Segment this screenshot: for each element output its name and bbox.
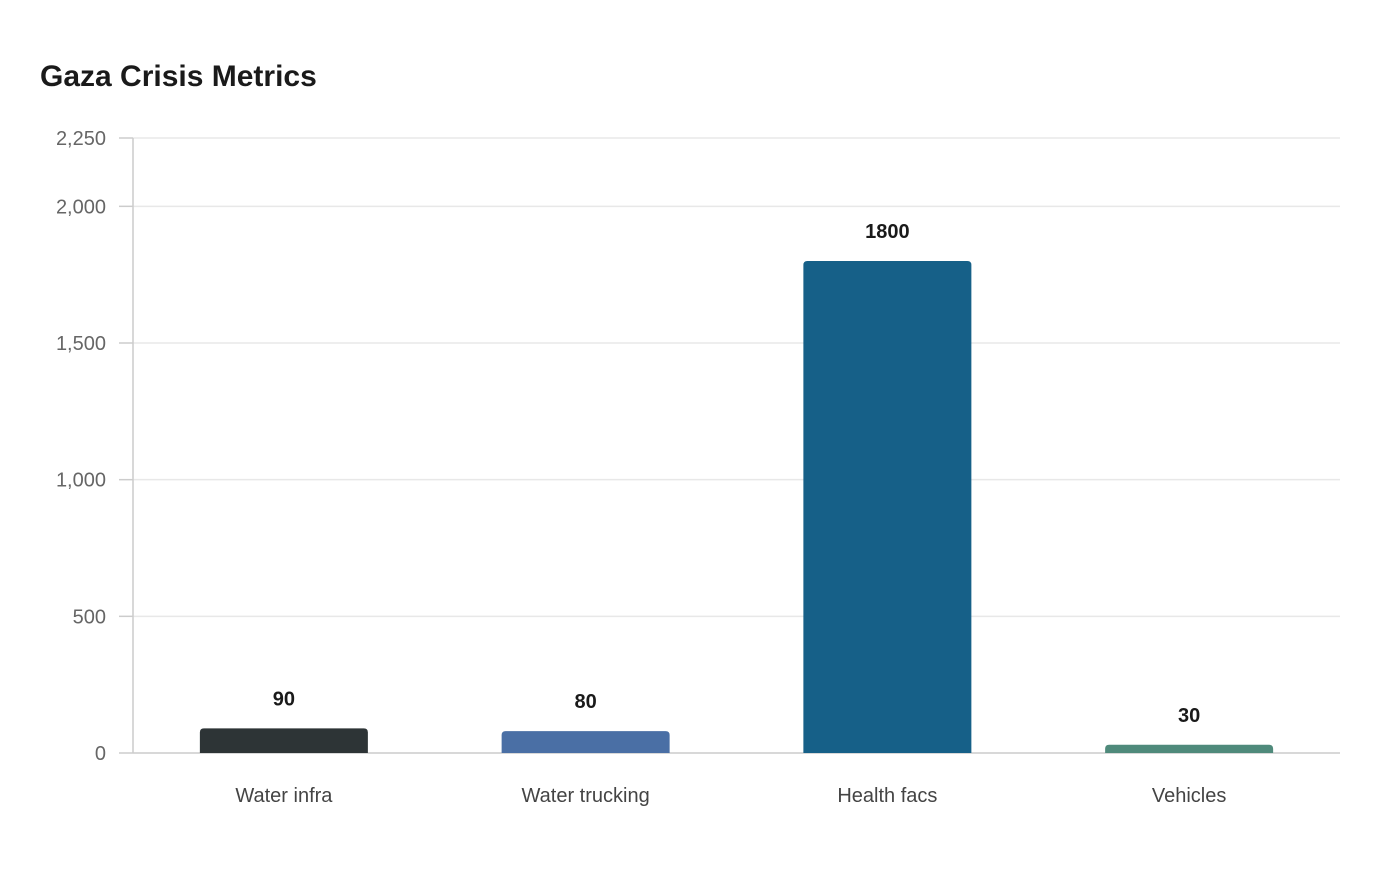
y-tick-label: 2,000 [56,196,106,218]
bar-water-trucking [501,731,670,753]
value-label: 1800 [865,221,910,243]
value-label: 80 [575,691,597,713]
value-label: 30 [1178,705,1200,727]
y-tick-label: 1,500 [56,333,106,355]
value-label: 90 [273,688,295,710]
value-labels: 90 80 1800 30 [273,221,1201,727]
axes [132,138,1340,754]
x-category-label: Health facs [837,785,937,807]
y-axis-ticks: 0 500 1,000 1,500 2,000 2,250 [56,128,133,765]
bar-water-infra [199,728,368,753]
y-tick-label: 2,250 [56,128,106,150]
y-tick-label: 0 [95,743,106,765]
x-category-label: Vehicles [1152,785,1227,807]
y-tick-label: 1,000 [56,470,106,492]
chart-title: Gaza Crisis Metrics [40,60,317,93]
x-category-label: Water infra [235,785,333,807]
x-category-label: Water trucking [522,785,650,807]
bar-health-facs [803,261,972,753]
bar-vehicles [1105,744,1274,753]
bars [199,261,1274,753]
gridlines [133,137,1340,618]
y-tick-label: 500 [73,606,106,628]
x-axis-labels: Water infra Water trucking Health facs Vehi… [235,785,1226,807]
